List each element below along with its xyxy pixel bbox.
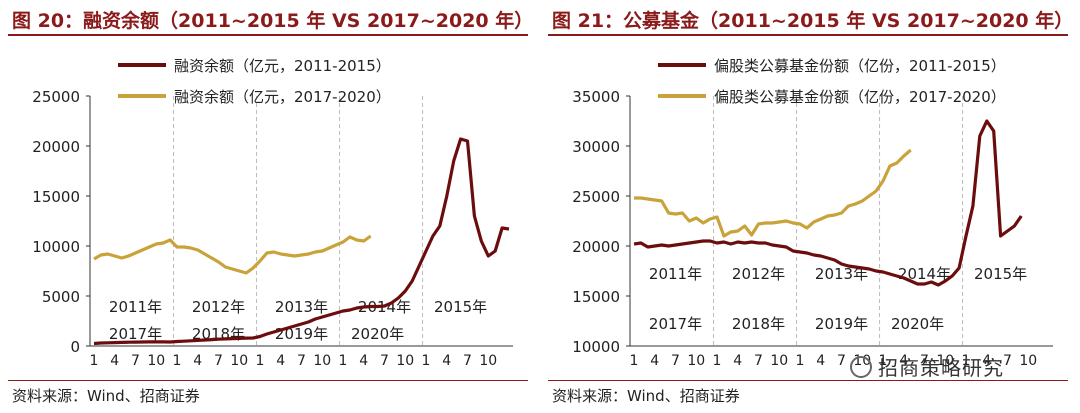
- x-tick-label: 10: [147, 353, 165, 369]
- legend-label: 融资余额（亿元，2017-2020）: [174, 88, 391, 106]
- year-label: 2011年: [109, 298, 162, 316]
- x-tick-label: 4: [110, 353, 119, 369]
- x-tick-label: 1: [630, 353, 639, 369]
- year-label: 2014年: [898, 265, 951, 283]
- chart-title: 图 21：公募基金（2011~2015 年 VS 2017~2020 年）: [552, 10, 1074, 32]
- x-tick-label: 1: [796, 353, 805, 369]
- x-tick-label: 7: [380, 353, 389, 369]
- legend-label: 偏股类公募基金份额（亿份，2017-2020）: [714, 88, 1006, 106]
- x-tick-label: 10: [687, 353, 705, 369]
- x-tick-label: 1: [962, 353, 971, 369]
- x-tick-label: 7: [1003, 353, 1012, 369]
- x-tick-label: 4: [193, 353, 202, 369]
- y-tick-label: 15000: [572, 288, 620, 306]
- y-tick-label: 5000: [42, 288, 80, 306]
- x-tick-label: 10: [936, 353, 954, 369]
- x-tick-label: 7: [671, 353, 680, 369]
- x-tick-label: 10: [479, 353, 497, 369]
- y-tick-label: 25000: [572, 188, 620, 206]
- chart-panel-margin-balance: 图 20：融资余额（2011~2015 年 VS 2017~2020 年） 0 5…: [8, 0, 533, 413]
- watermark-text: 招商策略研究: [878, 356, 1004, 380]
- wechat-icon: [850, 356, 872, 378]
- x-tick-label: 7: [463, 353, 472, 369]
- x-tick-label: 10: [230, 353, 248, 369]
- x-tick-label: 1: [339, 353, 348, 369]
- year-label: 2020年: [351, 325, 404, 343]
- x-tick-label: 7: [131, 353, 140, 369]
- year-label: 2017年: [649, 315, 702, 333]
- title-rule: [548, 34, 1068, 36]
- x-tick-label: 4: [650, 353, 659, 369]
- x-tick-label: 7: [837, 353, 846, 369]
- title-rule: [8, 34, 528, 36]
- x-tick-label: 1: [879, 353, 888, 369]
- chart-title: 图 20：融资余额（2011~2015 年 VS 2017~2020 年）: [12, 10, 534, 32]
- x-tick-label: 4: [442, 353, 451, 369]
- x-tick-label: 10: [313, 353, 331, 369]
- year-label: 2013年: [275, 298, 328, 316]
- x-tick-label: 7: [214, 353, 223, 369]
- x-tick-label: 10: [396, 353, 414, 369]
- year-label: 2015年: [974, 265, 1027, 283]
- footer-rule: [548, 380, 1068, 381]
- x-tick-label: 4: [816, 353, 825, 369]
- y-tick-label: 0: [70, 338, 80, 356]
- x-tick-label: 10: [770, 353, 788, 369]
- y-tick-label: 10000: [32, 238, 80, 256]
- x-tick-label: 4: [733, 353, 742, 369]
- year-label: 2017年: [109, 325, 162, 343]
- legend-label: 偏股类公募基金份额（亿份，2011-2015）: [714, 57, 1006, 75]
- source-note: 资料来源：Wind、招商证券: [12, 387, 200, 405]
- year-label: 2020年: [891, 315, 944, 333]
- y-tick-label: 20000: [32, 138, 80, 156]
- x-tick-label: 4: [276, 353, 285, 369]
- year-label: 2019年: [815, 315, 868, 333]
- source-note: 资料来源：Wind、招商证券: [552, 387, 740, 405]
- year-label: 2011年: [649, 265, 702, 283]
- x-tick-label: 1: [173, 353, 182, 369]
- x-tick-label: 7: [754, 353, 763, 369]
- series-line: [634, 148, 912, 238]
- x-tick-label: 1: [713, 353, 722, 369]
- x-tick-label: 10: [1019, 353, 1037, 369]
- legend-label: 融资余额（亿元，2011-2015）: [174, 57, 391, 75]
- x-tick-label: 4: [982, 353, 991, 369]
- series-line: [93, 234, 372, 275]
- x-tick-label: 1: [422, 353, 431, 369]
- chart-panel-fund-shares: 图 21：公募基金（2011~2015 年 VS 2017~2020 年） 10…: [548, 0, 1073, 413]
- x-tick-label: 4: [899, 353, 908, 369]
- x-tick-label: 7: [297, 353, 306, 369]
- year-label: 2012年: [192, 298, 245, 316]
- y-tick-label: 15000: [32, 188, 80, 206]
- series-line: [93, 137, 510, 346]
- y-tick-label: 20000: [572, 238, 620, 256]
- y-tick-label: 25000: [32, 88, 80, 106]
- y-tick-label: 30000: [572, 138, 620, 156]
- year-label: 2013年: [815, 265, 868, 283]
- y-tick-label: 35000: [572, 88, 620, 106]
- series-line: [633, 119, 1023, 287]
- x-tick-label: 4: [359, 353, 368, 369]
- watermark: 招商策略研究: [850, 352, 1004, 381]
- x-tick-label: 1: [90, 353, 99, 369]
- x-tick-label: 7: [920, 353, 929, 369]
- year-label: 2015年: [434, 298, 487, 316]
- y-tick-label: 10000: [572, 338, 620, 356]
- x-tick-label: 1: [256, 353, 265, 369]
- year-label: 2018年: [732, 315, 785, 333]
- footer-rule: [8, 380, 528, 381]
- year-label: 2019年: [275, 325, 328, 343]
- year-label: 2012年: [732, 265, 785, 283]
